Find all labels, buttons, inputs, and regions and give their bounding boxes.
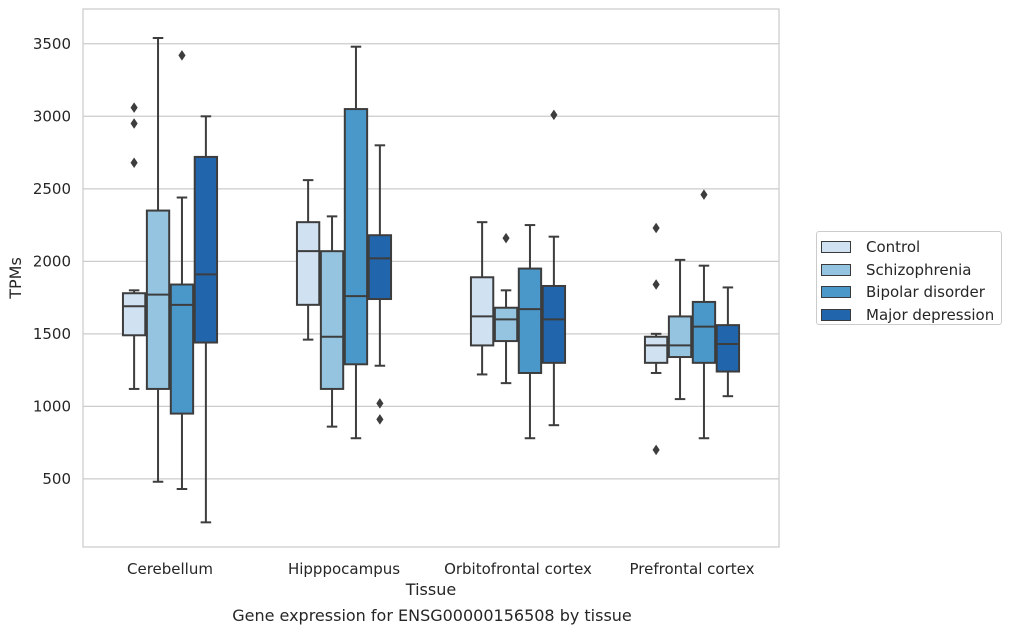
boxes bbox=[121, 37, 741, 524]
x-tick-label: Hipppocampus bbox=[288, 560, 400, 578]
box bbox=[121, 292, 147, 337]
box bbox=[517, 267, 543, 374]
legend-swatch-schizophrenia bbox=[821, 263, 851, 276]
x-tick-label: Cerebellum bbox=[127, 560, 213, 578]
box bbox=[367, 234, 393, 301]
legend-item-bipolar-disorder: Bipolar disorder bbox=[821, 281, 1001, 304]
y-tick-label: 500 bbox=[42, 470, 71, 488]
box bbox=[715, 324, 741, 373]
box-group bbox=[145, 37, 171, 483]
box bbox=[319, 250, 345, 390]
legend-label-schizophrenia: Schizophrenia bbox=[866, 260, 972, 279]
outlier-point bbox=[652, 222, 660, 234]
plot-frame bbox=[82, 8, 780, 548]
box-group bbox=[715, 286, 741, 398]
box-group bbox=[121, 102, 147, 390]
box bbox=[169, 283, 195, 415]
legend-label-control: Control bbox=[866, 238, 921, 257]
legend-label-bipolar-disorder: Bipolar disorder bbox=[866, 283, 985, 302]
box-group bbox=[469, 221, 495, 376]
x-tick-label: Orbitofrontal cortex bbox=[444, 560, 592, 578]
y-tick-label: 1000 bbox=[33, 397, 71, 415]
outlier-point bbox=[130, 102, 138, 113]
legend-item-major-depression: Major depression bbox=[821, 304, 1001, 327]
outlier-point bbox=[652, 279, 660, 290]
box-group bbox=[517, 224, 543, 440]
box bbox=[667, 315, 693, 359]
outlier-point bbox=[550, 109, 558, 121]
x-tick-label: Prefrontal cortex bbox=[630, 560, 755, 578]
outlier-point bbox=[376, 398, 384, 409]
box bbox=[295, 221, 321, 306]
box bbox=[691, 300, 717, 364]
box bbox=[343, 108, 369, 366]
outlier-point bbox=[502, 232, 510, 244]
x-axis-label: Tissue bbox=[405, 580, 456, 599]
box-group bbox=[643, 222, 669, 456]
box-group bbox=[541, 109, 567, 427]
legend: Control Schizophrenia Bipolar disorder M… bbox=[816, 231, 1002, 325]
x-tick-labels: Cerebellum Hipppocampus Orbitofrontal cort… bbox=[127, 560, 755, 578]
box-group bbox=[667, 258, 693, 401]
legend-swatch-control bbox=[821, 241, 851, 254]
y-tick-label: 1500 bbox=[33, 325, 71, 343]
box bbox=[541, 284, 567, 364]
box bbox=[643, 335, 669, 364]
box bbox=[145, 209, 171, 390]
y-tick-label: 2000 bbox=[33, 252, 71, 270]
outlier-point bbox=[178, 50, 186, 61]
y-tick-label: 3000 bbox=[33, 107, 71, 125]
y-axis-label: TPMs bbox=[6, 257, 25, 300]
y-tick-labels: 500 1000 1500 2000 2500 3000 3500 bbox=[33, 35, 71, 488]
legend-label-major-depression: Major depression bbox=[866, 305, 995, 324]
outlier-point bbox=[130, 157, 138, 168]
box bbox=[193, 155, 219, 344]
outlier-point bbox=[130, 118, 138, 129]
box-group bbox=[193, 115, 219, 524]
legend-item-control: Control bbox=[821, 236, 1001, 259]
box-group bbox=[691, 189, 717, 440]
legend-swatch-bipolar-disorder bbox=[821, 286, 851, 299]
outlier-point bbox=[376, 414, 384, 425]
y-tick-label: 3500 bbox=[33, 35, 71, 53]
box bbox=[493, 306, 519, 343]
outlier-point bbox=[652, 444, 660, 456]
legend-swatch-major-depression bbox=[821, 308, 851, 321]
box-group bbox=[343, 45, 369, 440]
box-group bbox=[493, 232, 519, 385]
box-group bbox=[169, 50, 195, 490]
outlier-point bbox=[700, 189, 708, 200]
legend-item-schizophrenia: Schizophrenia bbox=[821, 259, 1001, 282]
box bbox=[469, 276, 495, 347]
box-group bbox=[367, 144, 393, 425]
box-group bbox=[319, 215, 345, 428]
y-tick-label: 2500 bbox=[33, 180, 71, 198]
box-group bbox=[295, 179, 321, 341]
chart-caption: Gene expression for ENSG00000156508 by t… bbox=[232, 606, 632, 625]
